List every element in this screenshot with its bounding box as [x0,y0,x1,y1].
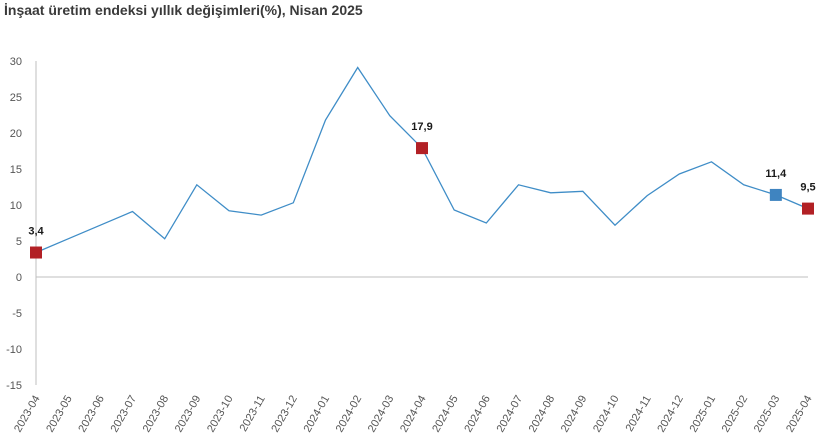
x-tick-label: 2024-08 [527,394,558,435]
x-tick-label: 2023-12 [269,394,300,435]
x-tick-label: 2024-03 [366,394,397,435]
x-tick-label: 2024-01 [302,394,333,435]
x-tick-label: 2024-04 [398,394,429,435]
x-tick-label: 2023-04 [12,394,43,435]
x-tick-label: 2023-05 [44,394,75,435]
x-tick-label: 2023-08 [141,394,172,435]
y-tick-label: 0 [16,272,22,284]
x-tick-label: 2024-12 [655,394,686,435]
y-tick-label: 15 [10,164,22,176]
y-tick-label: 20 [10,128,22,140]
series-line [35,66,809,254]
y-tick-label: 10 [10,200,22,212]
x-tick-label: 2024-06 [462,394,493,435]
x-tick-label: 2025-04 [784,394,815,435]
x-tick-label: 2024-11 [624,394,654,434]
y-tick-label: -5 [12,308,22,320]
x-tick-label: 2025-02 [720,394,751,435]
chart-title: İnşaat üretim endeksi yıllık değişimleri… [4,2,363,18]
data-label: 11,4 [765,168,787,180]
data-point-marker [769,188,782,201]
x-axis-ticks: 2023-04 2023-05 2023-06 2023-07 2023-08 2023-… [12,394,815,435]
y-tick-label: -10 [6,344,22,356]
x-tick-label: 2023-10 [205,394,236,435]
x-tick-label: 2024-09 [559,394,590,435]
y-tick-label: 5 [16,236,22,248]
highlight-markers: 3,4 17,9 11,4 9,5 [28,121,816,259]
x-tick-label: 2025-03 [752,394,783,435]
x-tick-label: 2024-07 [495,394,526,435]
x-tick-label: 2025-01 [688,394,719,435]
x-tick-label: 2023-07 [109,394,140,435]
data-point-marker [416,142,428,155]
x-tick-label: 2024-05 [430,394,461,435]
data-label: 17,9 [411,121,432,133]
data-label: 9,5 [800,182,815,194]
x-tick-label: 2023-06 [76,394,107,435]
data-point-marker [30,246,42,259]
x-tick-label: 2024-10 [591,394,622,435]
data-label: 3,4 [28,226,44,238]
y-tick-label: -15 [6,380,22,392]
y-axis-ticks: 30 25 20 15 10 5 0 -5 -10 -15 [6,56,22,392]
y-tick-label: 30 [10,56,22,68]
y-tick-label: 25 [10,92,22,104]
x-tick-label: 2023-09 [173,394,204,435]
x-tick-label: 2024-02 [334,394,365,435]
x-tick-label: 2023-11 [238,394,268,434]
data-point-marker [802,202,814,215]
